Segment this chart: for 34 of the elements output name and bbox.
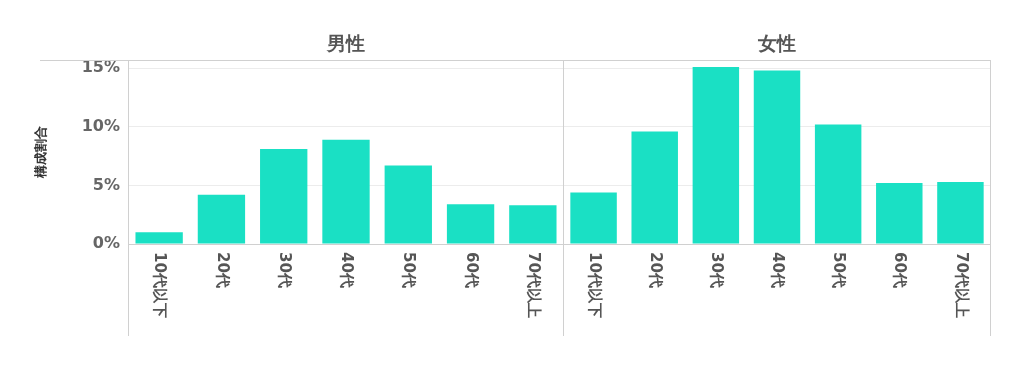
y-tick-label: 0% xyxy=(92,233,120,253)
x-tick-label: 70代以上 xyxy=(952,252,971,318)
bar xyxy=(631,131,678,244)
y-tick-label: 10% xyxy=(81,115,120,135)
x-tick-label: 20代 xyxy=(213,252,232,288)
bar xyxy=(135,232,183,244)
bar xyxy=(937,181,984,244)
bar xyxy=(570,192,617,244)
bar xyxy=(814,124,862,244)
x-tick-label: 40代 xyxy=(769,252,788,288)
y-axis-title: 構成割合 xyxy=(33,126,49,179)
x-tick-label: 50代 xyxy=(830,252,849,288)
bar xyxy=(384,165,432,244)
x-tick-label: 50代 xyxy=(400,252,419,288)
chart-title: 女性 xyxy=(757,31,796,54)
bar xyxy=(753,70,801,244)
x-tick-label: 20代 xyxy=(646,252,665,288)
bar xyxy=(876,183,923,244)
x-tick-label: 30代 xyxy=(275,252,294,288)
bar xyxy=(260,149,308,244)
x-tick-label: 60代 xyxy=(462,252,481,288)
y-tick-label: 5% xyxy=(92,174,120,194)
x-tick-label: 70代以上 xyxy=(524,252,543,318)
bar xyxy=(446,204,495,244)
x-tick-label: 10代以下 xyxy=(585,252,604,318)
bar xyxy=(692,67,740,244)
x-tick-label: 10代以下 xyxy=(151,252,170,318)
bar xyxy=(509,205,557,244)
x-tick-label: 40代 xyxy=(338,252,357,288)
bar xyxy=(322,139,370,244)
bar xyxy=(197,194,246,244)
chart-title: 男性 xyxy=(326,31,365,54)
x-tick-label: 30代 xyxy=(707,252,726,288)
x-tick-label: 60代 xyxy=(891,252,910,288)
